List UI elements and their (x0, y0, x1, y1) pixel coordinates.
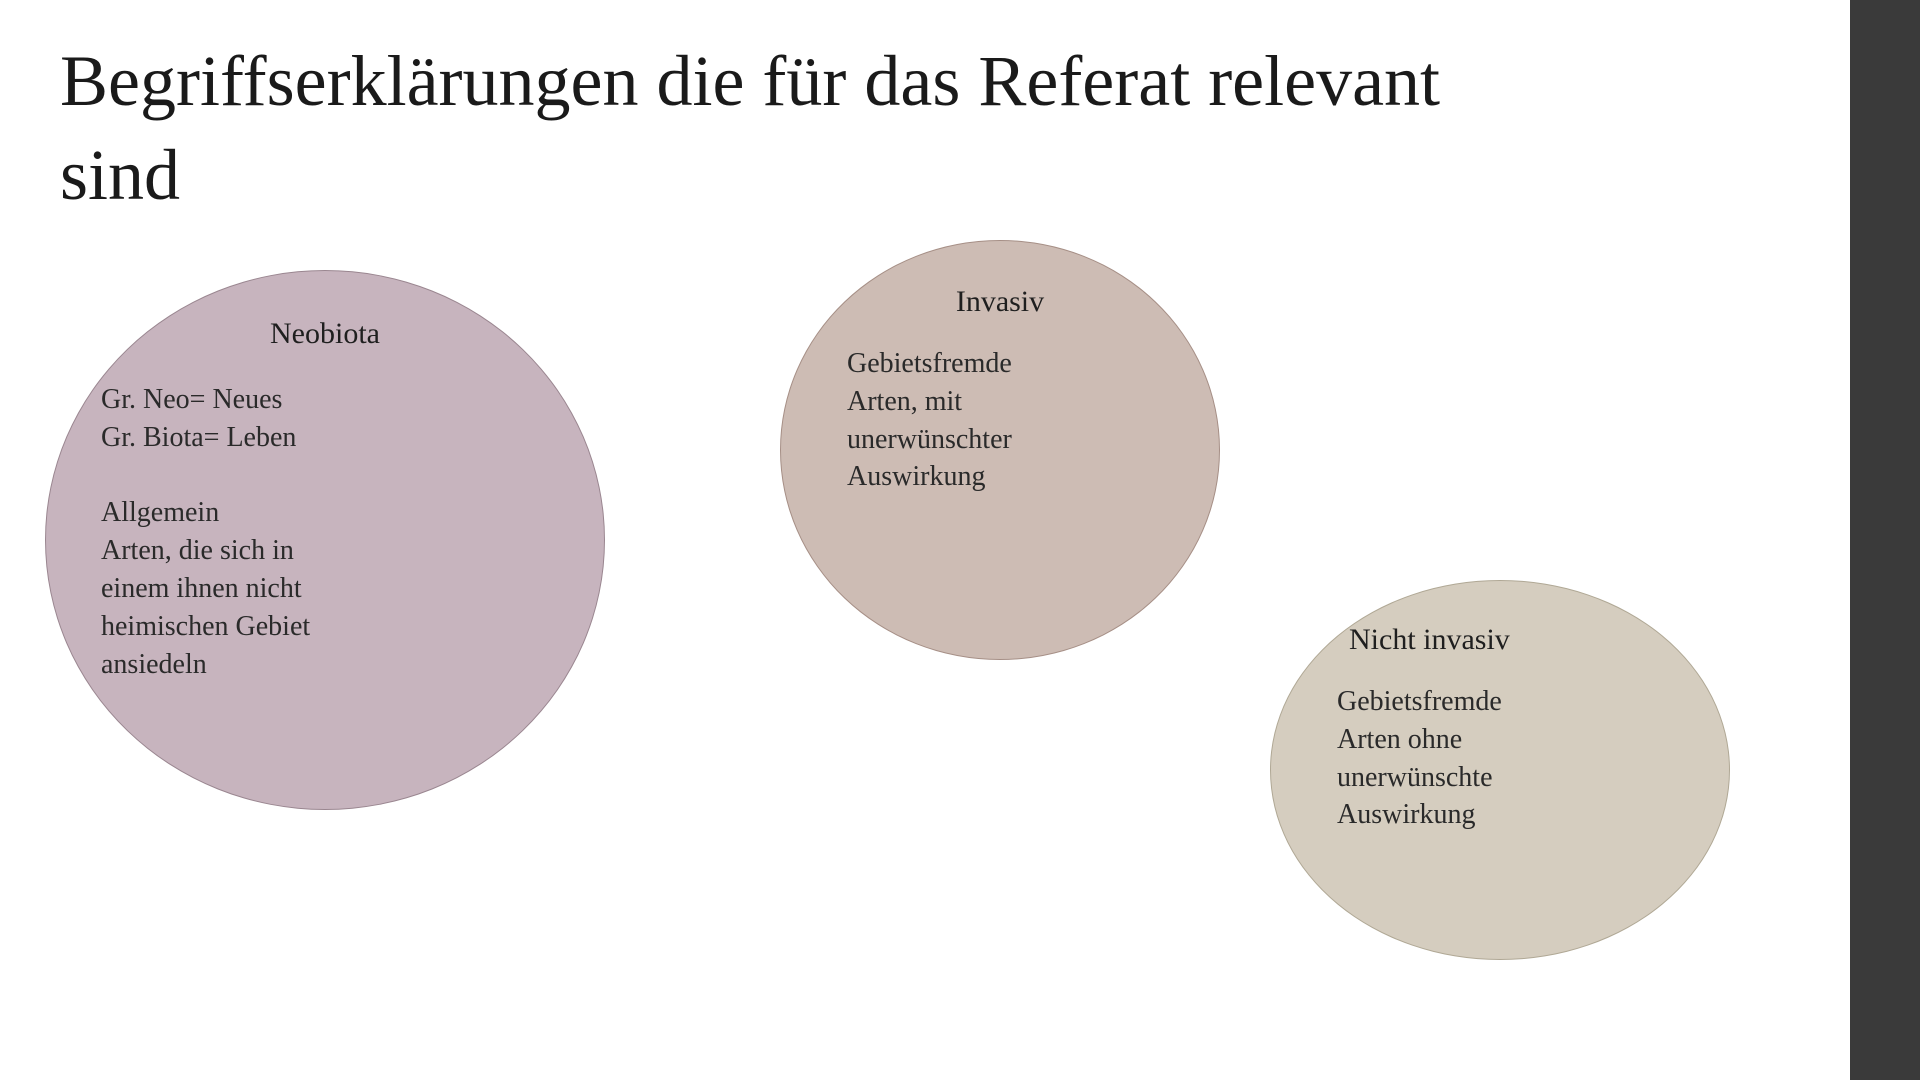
circle-neobiota: Neobiota Gr. Neo= Neues Gr. Biota= Leben… (45, 270, 605, 810)
circle-nicht-invasiv-body: Gebietsfremde Arten ohne unerwünschte Au… (1337, 683, 1502, 834)
circle-invasiv-heading: Invasiv (956, 285, 1044, 319)
circle-nicht-invasiv: Nicht invasiv Gebietsfremde Arten ohne u… (1270, 580, 1730, 960)
slide-title: Begriffserklärungen die für das Referat … (60, 35, 1460, 222)
circle-neobiota-heading: Neobiota (270, 317, 380, 351)
right-accent-bar (1850, 0, 1920, 1080)
circle-neobiota-body: Gr. Neo= Neues Gr. Biota= Leben Allgemei… (101, 381, 310, 683)
circle-invasiv-body: Gebietsfremde Arten, mit unerwünschter A… (847, 345, 1012, 496)
circle-invasiv: Invasiv Gebietsfremde Arten, mit unerwün… (780, 240, 1220, 660)
circle-nicht-invasiv-heading: Nicht invasiv (1349, 623, 1510, 657)
